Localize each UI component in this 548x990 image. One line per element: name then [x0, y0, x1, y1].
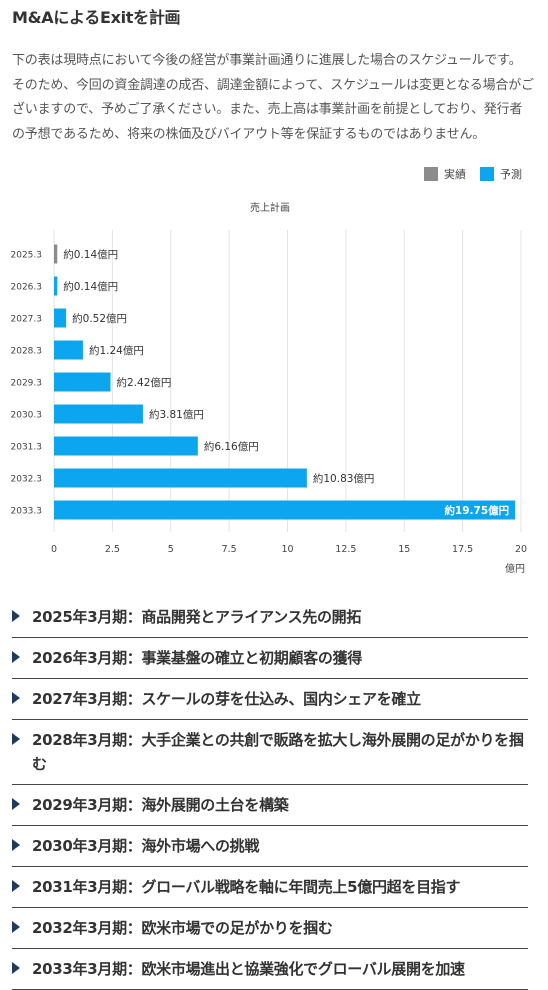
legend-item-actual[interactable]: 実績: [424, 166, 466, 182]
legend-swatch-actual: [424, 167, 438, 181]
x-tick-label: 10: [281, 544, 293, 555]
caret-right-icon: [12, 880, 20, 892]
caret-right-icon: [12, 962, 20, 974]
y-tick-label: 2032.3: [11, 475, 43, 485]
chart-legend: 実績 予測: [410, 166, 522, 182]
chart-title: 売上計画: [250, 201, 290, 214]
milestone-label: 2026年3月期：事業基盤の確立と初期顧客の獲得: [32, 649, 362, 667]
data-label: 約0.14億円: [63, 248, 118, 261]
bar-2029.3: [54, 372, 111, 392]
milestone-item[interactable]: 2029年3月期：海外展開の土台を構築: [12, 785, 528, 826]
x-tick-label: 0: [51, 544, 57, 555]
legend-swatch-forecast: [480, 167, 494, 181]
intro-text: 下の表は現時点において今後の経営が事業計画通りに進展した場合のスケジュールです。…: [12, 53, 534, 142]
data-label: 約0.52億円: [72, 312, 127, 325]
caret-right-icon: [12, 733, 20, 745]
caret-right-icon: [12, 839, 20, 851]
data-label: 約3.81億円: [149, 408, 204, 421]
y-tick-label: 2028.3: [11, 347, 43, 357]
x-tick-label: 17.5: [452, 544, 473, 555]
milestone-item[interactable]: 2030年3月期：海外市場への挑戦: [12, 826, 528, 867]
milestone-label: 2030年3月期：海外市場への挑戦: [32, 837, 260, 855]
sales-plan-chart: 売上計画 0 2.5 5 7.5 10 12.5 15 17.5 20 億円 2025.3 約0.14億…: [11, 201, 528, 575]
caret-right-icon: [12, 692, 20, 704]
milestone-item[interactable]: 2028年3月期：大手企業との共創で販路を拡大し海外展開の足がかりを掴む: [12, 720, 528, 785]
caret-right-icon: [12, 798, 20, 810]
milestone-label: 2027年3月期：スケールの芽を仕込み、国内シェアを確立: [32, 690, 421, 708]
y-tick-label: 2030.3: [11, 411, 43, 421]
x-tick-label: 15: [398, 544, 410, 555]
milestone-label: 2031年3月期：グローバル戦略を軸に年間売上5億円超を目指す: [32, 878, 461, 896]
bar-2026.3: [54, 276, 58, 296]
x-tick-label: 20: [515, 544, 527, 555]
y-tick-label: 2033.3: [11, 507, 43, 517]
x-tick-label: 5: [168, 544, 174, 555]
bar-2025.3: [54, 244, 58, 264]
x-axis-label: 億円: [505, 562, 525, 575]
milestone-label: 2032年3月期：欧米市場での足がかりを掴む: [32, 919, 333, 937]
legend-item-forecast[interactable]: 予測: [480, 166, 522, 182]
bar-2027.3: [54, 308, 67, 328]
data-label: 約2.42億円: [117, 376, 172, 389]
bar-2030.3: [54, 404, 143, 424]
bar-2028.3: [54, 340, 83, 360]
bar-2033.3: [54, 500, 516, 520]
legend-label-actual: 実績: [444, 168, 466, 181]
milestone-item[interactable]: 2027年3月期：スケールの芽を仕込み、国内シェアを確立: [12, 679, 528, 720]
x-tick-label: 12.5: [335, 544, 356, 555]
legend-label-forecast: 予測: [500, 168, 522, 181]
data-label: 約19.75億円: [444, 504, 509, 517]
caret-right-icon: [12, 651, 20, 663]
milestone-item[interactable]: 2031年3月期：グローバル戦略を軸に年間売上5億円超を目指す: [12, 867, 528, 908]
bar-2031.3: [54, 436, 198, 456]
milestone-label: 2033年3月期：欧米市場進出と協業強化でグローバル展開を加速: [32, 960, 465, 978]
caret-right-icon: [12, 610, 20, 622]
y-tick-label: 2027.3: [11, 315, 43, 325]
milestone-item[interactable]: 2025年3月期：商品開発とアライアンス先の開拓: [12, 597, 528, 638]
x-tick-label: 7.5: [222, 544, 237, 555]
y-tick-label: 2025.3: [11, 251, 43, 261]
data-label: 約6.16億円: [204, 440, 259, 453]
data-label: 約0.14億円: [63, 280, 118, 293]
milestone-label: 2029年3月期：海外展開の土台を構築: [32, 796, 289, 814]
y-tick-label: 2031.3: [11, 443, 43, 453]
milestone-item[interactable]: 2033年3月期：欧米市場進出と協業強化でグローバル展開を加速: [12, 949, 528, 990]
milestone-label: 2028年3月期：大手企業との共創で販路を拡大し海外展開の足がかりを掴む: [32, 731, 524, 773]
data-label: 約1.24億円: [89, 344, 144, 357]
page-title: M&AによるExitを計画: [12, 8, 181, 27]
milestone-item[interactable]: 2032年3月期：欧米市場での足がかりを掴む: [12, 908, 528, 949]
milestone-item[interactable]: 2026年3月期：事業基盤の確立と初期顧客の獲得: [12, 638, 528, 679]
milestone-label: 2025年3月期：商品開発とアライアンス先の開拓: [32, 608, 362, 626]
milestone-list: 2025年3月期：商品開発とアライアンス先の開拓 2026年3月期：事業基盤の確立…: [12, 597, 528, 990]
x-tick-label: 2.5: [105, 544, 120, 555]
bar-2032.3: [54, 468, 307, 488]
caret-right-icon: [12, 921, 20, 933]
y-tick-label: 2026.3: [11, 283, 43, 293]
y-tick-label: 2029.3: [11, 379, 43, 389]
data-label: 約10.83億円: [313, 472, 375, 485]
